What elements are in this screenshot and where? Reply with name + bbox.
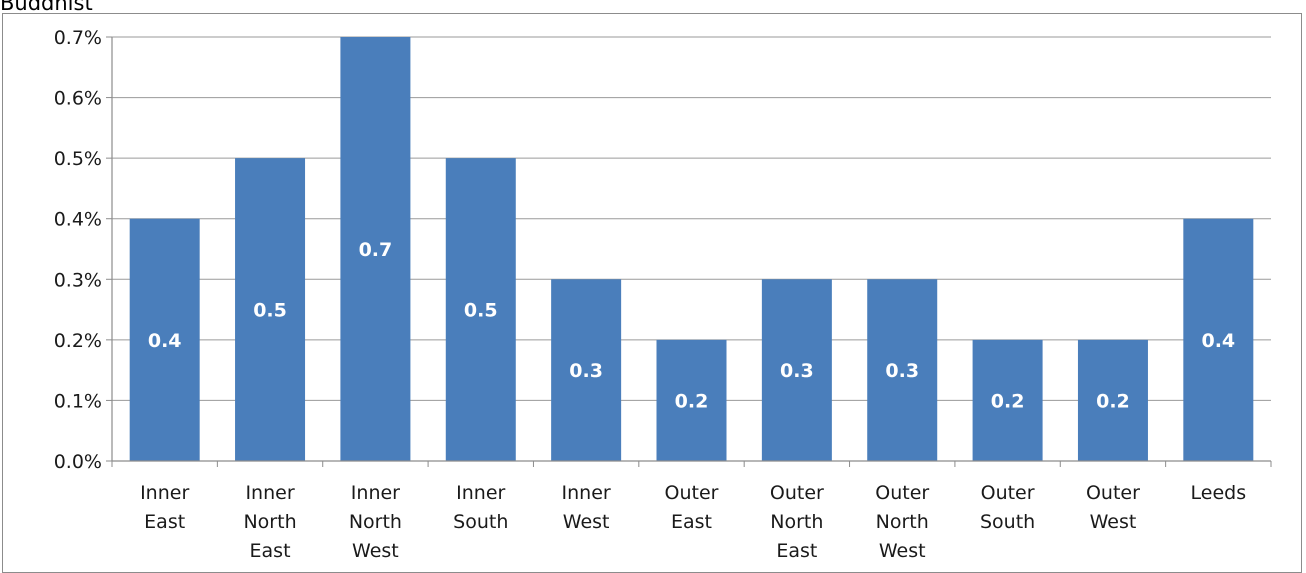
gridlines	[106, 36, 1271, 462]
x-tick-label: Outer North West	[875, 482, 929, 562]
data-labels: 0.4 0.5 0.7 0.5 0.3 0.2 0.3 0.3 0.2 0.2 0.4	[148, 239, 1235, 412]
bar	[761, 279, 832, 461]
y-tick-label: 0.3%	[54, 269, 102, 291]
bar	[551, 279, 622, 461]
bar	[656, 339, 727, 461]
chart-title: Buddhist	[0, 0, 93, 15]
bar	[235, 158, 306, 461]
data-label: 0.5	[253, 300, 287, 322]
bar	[1077, 339, 1148, 461]
x-tick-label: Outer West	[1086, 482, 1140, 533]
bars	[111, 37, 1272, 467]
x-tick-label: Outer East	[665, 482, 719, 533]
data-label: 0.2	[991, 390, 1025, 412]
data-label: 0.4	[148, 330, 182, 352]
data-label: 0.3	[569, 360, 603, 382]
bar	[129, 218, 200, 461]
x-tick-label: Inner East	[140, 482, 189, 533]
x-tick-label: Inner North East	[243, 482, 296, 562]
bar	[340, 37, 411, 461]
data-label: 0.5	[464, 300, 498, 322]
x-tick-label: Outer South	[980, 482, 1035, 533]
x-tick-label: Leeds	[1191, 482, 1247, 504]
chart-frame	[2, 13, 1302, 573]
y-axis-tick-labels: 0.0% 0.1% 0.2% 0.3% 0.4% 0.5% 0.6% 0.7%	[54, 27, 102, 473]
bar	[972, 339, 1043, 461]
y-tick-label: 0.2%	[54, 330, 102, 352]
y-tick-label: 0.4%	[54, 209, 102, 231]
bar	[445, 158, 516, 461]
data-label: 0.3	[885, 360, 919, 382]
y-tick-label: 0.5%	[54, 148, 102, 170]
y-tick-label: 0.7%	[54, 27, 102, 49]
bar	[867, 279, 938, 461]
x-tick-label: Inner South	[453, 482, 508, 533]
y-tick-label: 0.6%	[54, 88, 102, 110]
bar	[1183, 218, 1254, 461]
data-label: 0.4	[1201, 330, 1235, 352]
x-axis-tick-labels: Inner East Inner North East Inner North West Inn…	[140, 482, 1246, 562]
y-tick-label: 0.0%	[54, 451, 102, 473]
x-tick-label: Outer North East	[770, 482, 824, 562]
data-label: 0.2	[675, 390, 709, 412]
x-tick-label: Inner North West	[349, 482, 402, 562]
data-label: 0.7	[359, 239, 393, 261]
data-label: 0.3	[780, 360, 814, 382]
y-tick-label: 0.1%	[54, 390, 102, 412]
x-tick-label: Inner West	[562, 482, 611, 533]
data-label: 0.2	[1096, 390, 1130, 412]
